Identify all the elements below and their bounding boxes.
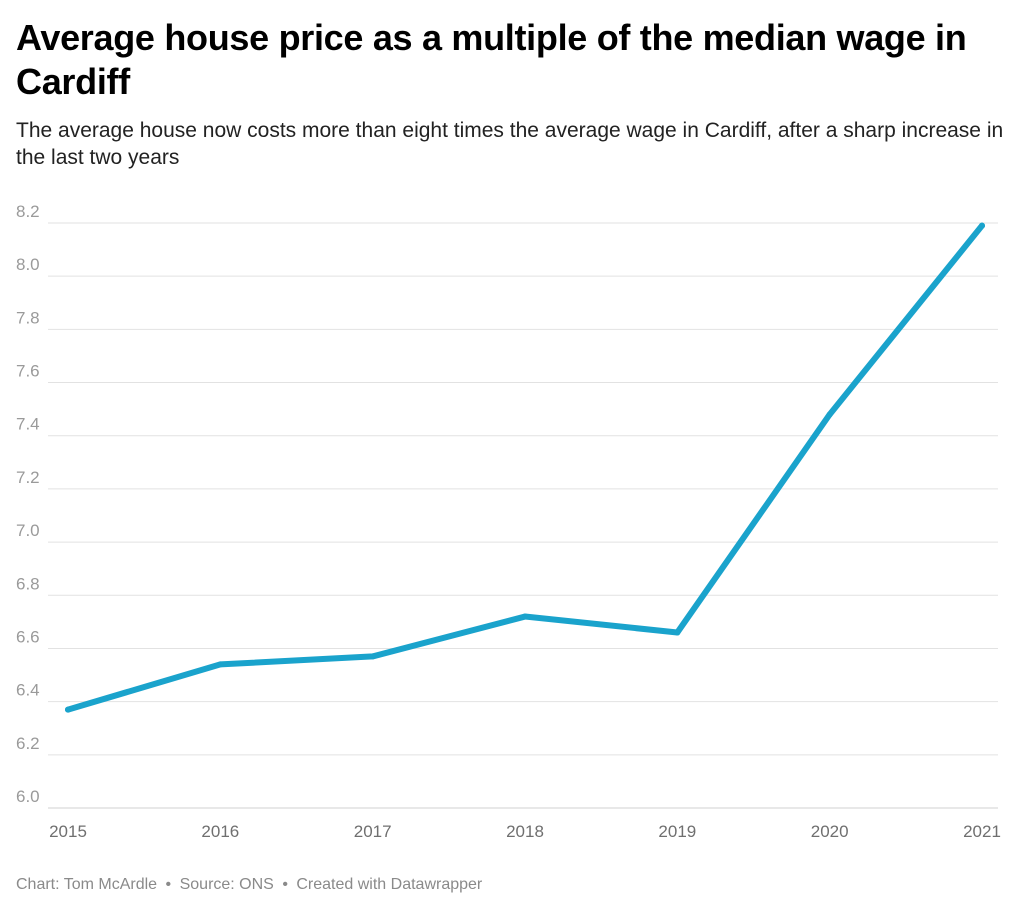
series-line xyxy=(65,222,985,713)
y-tick-label: 6.8 xyxy=(16,574,40,593)
series-lines xyxy=(65,222,985,713)
x-tick-label: 2017 xyxy=(354,822,392,841)
x-axis-ticks: 2015 2016 2017 2018 2019 2020 2021 xyxy=(49,822,1001,841)
y-tick-label: 6.2 xyxy=(16,734,40,753)
source-credit: Source: ONS xyxy=(179,876,274,893)
x-tick-label: 2019 xyxy=(658,822,696,841)
data-point xyxy=(522,613,528,620)
y-tick-label: 6.6 xyxy=(16,627,40,646)
y-tick-label: 6.4 xyxy=(16,681,40,700)
chart-credit: Chart: Tom McArdle xyxy=(16,876,158,893)
x-tick-label: 2016 xyxy=(201,822,239,841)
y-tick-label: 7.0 xyxy=(16,521,40,540)
data-point xyxy=(65,706,71,713)
data-point xyxy=(217,661,224,668)
data-point xyxy=(369,653,376,660)
y-tick-label: 7.4 xyxy=(16,415,40,434)
line-chart: 6.0 6.2 6.4 6.6 6.8 7.0 7.2 7.4 7.6 7.8 8.0 8.2 201… xyxy=(16,202,1001,841)
y-tick-label: 6.0 xyxy=(16,787,40,806)
y-axis-ticks: 6.0 6.2 6.4 6.6 6.8 7.0 7.2 7.4 7.6 7.8 8.0 8.2 xyxy=(16,202,40,806)
chart-footer: Chart: Tom McArdle • Source: ONS • Creat… xyxy=(16,875,482,895)
y-tick-label: 8.0 xyxy=(16,255,40,274)
x-tick-label: 2018 xyxy=(506,822,544,841)
x-tick-label: 2015 xyxy=(49,822,87,841)
chart-subtitle: The average house now costs more than ei… xyxy=(16,119,1004,169)
x-tick-label: 2020 xyxy=(811,822,849,841)
grid-lines xyxy=(48,222,998,809)
datawrapper-credit: Created with Datawrapper xyxy=(296,876,483,893)
data-point xyxy=(674,629,681,636)
data-point xyxy=(826,411,833,418)
footer-separator: • xyxy=(165,876,172,893)
y-tick-label: 7.2 xyxy=(16,468,40,487)
x-tick-label: 2021 xyxy=(963,822,1001,841)
data-point xyxy=(979,222,985,229)
chart-title: Average house price as a multiple of the… xyxy=(16,17,967,102)
y-tick-label: 7.6 xyxy=(16,362,40,381)
y-tick-label: 8.2 xyxy=(16,202,40,221)
y-tick-label: 7.8 xyxy=(16,308,40,327)
footer-separator: • xyxy=(282,876,288,893)
